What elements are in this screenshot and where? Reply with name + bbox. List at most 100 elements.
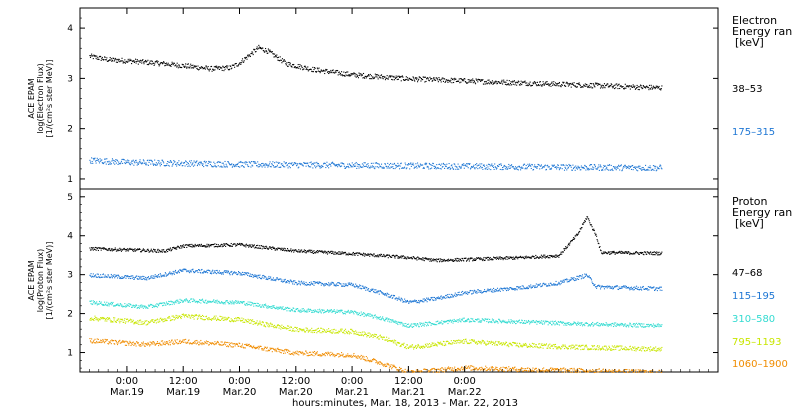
data-point: [268, 306, 271, 308]
data-point: [511, 321, 513, 323]
data-point: [291, 66, 293, 68]
data-point: [159, 273, 161, 275]
data-point: [496, 83, 498, 85]
data-point: [437, 296, 439, 298]
data-point: [234, 243, 236, 245]
data-point: [471, 293, 473, 295]
data-point: [207, 269, 209, 271]
data-point: [253, 161, 255, 163]
data-point: [504, 287, 506, 289]
data-point: [274, 247, 276, 250]
data-point: [620, 287, 622, 289]
data-point: [213, 161, 215, 163]
data-point: [249, 244, 251, 246]
data-point: [444, 164, 446, 166]
data-point: [289, 310, 291, 312]
data-point: [306, 251, 308, 253]
data-point: [122, 249, 124, 251]
data-point: [410, 323, 412, 325]
data-point: [111, 302, 113, 304]
data-point: [513, 320, 515, 322]
data-point: [277, 162, 280, 164]
data-point: [599, 246, 601, 248]
data-point: [335, 165, 338, 167]
data-point: [281, 281, 284, 283]
data-point: [485, 318, 487, 320]
data-point: [180, 301, 182, 303]
data-point: [352, 310, 354, 313]
data-point: [387, 319, 389, 321]
data-point: [594, 234, 597, 236]
data-point: [442, 80, 445, 82]
data-point: [248, 166, 250, 168]
data-point: [524, 288, 526, 290]
data-point: [143, 305, 145, 307]
data-point: [370, 315, 372, 318]
data-point: [593, 229, 595, 232]
data-point: [505, 288, 507, 290]
data-point: [112, 301, 114, 303]
data-point: [356, 284, 358, 287]
data-point: [337, 253, 339, 255]
data-point: [193, 300, 195, 302]
data-point: [324, 162, 326, 164]
data-point: [383, 255, 385, 257]
data-point: [196, 270, 199, 272]
data-point: [263, 247, 265, 249]
data-point: [601, 285, 603, 287]
data-point: [512, 288, 514, 291]
data-point: [423, 257, 425, 259]
data-point: [127, 275, 129, 277]
data-point: [558, 282, 560, 284]
data-point: [339, 253, 341, 255]
data-point: [252, 276, 254, 278]
data-point: [464, 164, 466, 166]
data-point: [361, 285, 363, 287]
data-point: [350, 165, 352, 167]
data-point: [635, 87, 638, 89]
data-point: [454, 258, 456, 260]
data-point: [110, 301, 112, 303]
data-point: [123, 305, 125, 308]
data-point: [500, 320, 502, 322]
data-point: [529, 256, 531, 258]
data-point: [439, 79, 441, 81]
data-point: [147, 307, 149, 309]
data-point: [269, 306, 271, 308]
data-point: [184, 65, 186, 67]
data-point: [593, 84, 595, 86]
data-point: [344, 75, 346, 77]
data-point: [314, 162, 316, 164]
data-point: [389, 167, 391, 169]
data-point: [542, 81, 544, 83]
data-point: [261, 276, 263, 278]
data-point: [192, 165, 195, 167]
data-point: [221, 272, 223, 274]
data-point: [281, 58, 284, 60]
data-point: [359, 287, 361, 289]
data-point: [105, 59, 107, 61]
data-point: [404, 79, 406, 81]
data-point: [208, 246, 210, 248]
data-point: [564, 248, 566, 250]
data-point: [189, 65, 191, 67]
data-point: [321, 282, 323, 285]
data-point: [406, 299, 408, 302]
data-point: [356, 167, 358, 169]
data-point: [535, 321, 537, 323]
data-point: [625, 85, 627, 87]
data-point: [420, 164, 422, 166]
data-point: [560, 167, 562, 169]
data-point: [134, 276, 137, 278]
data-point: [375, 316, 378, 318]
data-point: [432, 323, 434, 325]
data-point: [350, 310, 352, 312]
data-point: [240, 244, 242, 246]
data-point: [300, 281, 302, 283]
data-point: [466, 320, 468, 322]
data-point: [324, 311, 326, 313]
data-point: [570, 240, 572, 243]
data-point: [548, 84, 550, 86]
data-point: [603, 252, 605, 254]
data-point: [607, 286, 609, 288]
